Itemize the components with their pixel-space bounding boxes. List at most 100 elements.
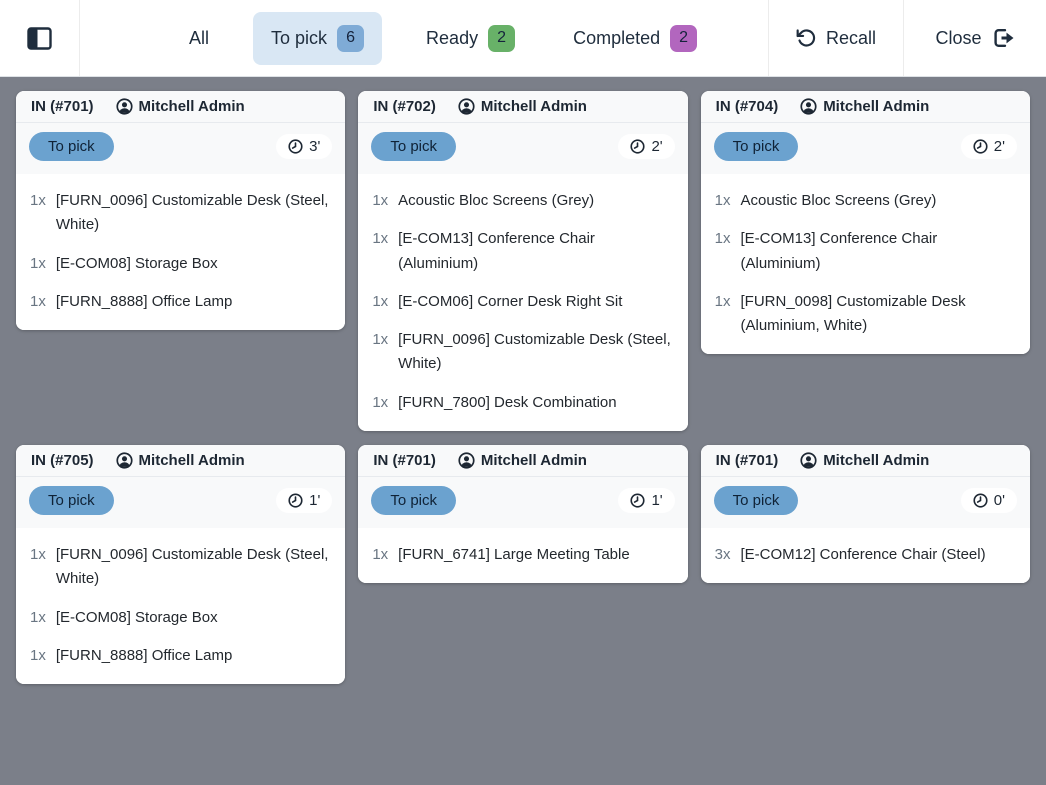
time-badge: 0' bbox=[960, 488, 1017, 514]
picking-user: Mitchell Admin bbox=[115, 98, 245, 115]
picking-status-row: To pick 2' bbox=[700, 123, 1030, 174]
tab-ready-count-badge: 2 bbox=[488, 24, 516, 52]
clock-icon bbox=[630, 493, 645, 508]
line-quantity: 1x bbox=[714, 292, 731, 310]
line-product-name: [FURN_8888] Office Lamp bbox=[55, 292, 233, 310]
picking-user: Mitchell Admin bbox=[458, 452, 587, 469]
picking-lines: 1x Acoustic Bloc Screens (Grey) 1x [E-COM13… bbox=[700, 174, 1030, 355]
line-product-name: [FURN_0096] Customizable Desk (Steel, Wh… bbox=[398, 331, 671, 373]
picking-status-row: To pick 1' bbox=[16, 477, 346, 529]
line-quantity: 1x bbox=[372, 331, 389, 349]
close-label: Close bbox=[935, 27, 982, 48]
picking-lines: 1x Acoustic Bloc Screens (Grey) 1x [E-COM13… bbox=[358, 174, 688, 432]
line-product-name: [E-COM13] Conference Chair (Aluminium) bbox=[740, 230, 938, 272]
sign-out-icon bbox=[992, 28, 1015, 48]
picking-card[interactable]: IN (#701) Mitchell Admin To pick bbox=[700, 445, 1030, 584]
close-button[interactable]: Close bbox=[903, 0, 1046, 76]
picking-card[interactable]: IN (#704) Mitchell Admin To pick bbox=[700, 91, 1030, 355]
time-value: 3' bbox=[309, 138, 321, 155]
line-product-name: Acoustic Bloc Screens (Grey) bbox=[740, 192, 937, 209]
line-quantity: 1x bbox=[30, 254, 46, 272]
picking-line: 1x [FURN_7800] Desk Combination bbox=[372, 391, 673, 415]
user-circle-icon bbox=[115, 98, 133, 115]
line-quantity: 1x bbox=[714, 192, 731, 209]
line-product-name: [FURN_0096] Customizable Desk (Steel, Wh… bbox=[55, 192, 329, 234]
clock-icon bbox=[288, 139, 303, 154]
tab-to-pick[interactable]: To pick 6 bbox=[253, 11, 383, 65]
picking-line: 3x [E-COM12] Conference Chair (Steel) bbox=[715, 543, 1016, 567]
picking-card[interactable]: IN (#701) Mitchell Admin To pick bbox=[358, 445, 688, 584]
line-product-name: [E-COM08] Storage Box bbox=[55, 254, 218, 272]
user-circle-icon bbox=[115, 452, 133, 469]
time-badge: 2' bbox=[618, 134, 675, 159]
picking-user-name: Mitchell Admin bbox=[138, 98, 245, 115]
picking-reference: IN (#701) bbox=[715, 452, 779, 470]
picking-user: Mitchell Admin bbox=[800, 452, 929, 469]
line-quantity: 1x bbox=[372, 230, 389, 248]
line-product-name: Acoustic Bloc Screens (Grey) bbox=[398, 192, 595, 209]
status-badge: To pick bbox=[713, 486, 799, 516]
time-badge: 2' bbox=[960, 134, 1017, 159]
tab-completed[interactable]: Completed 2 bbox=[559, 13, 711, 64]
picking-line: 1x [FURN_0098] Customizable Desk (Alumini… bbox=[715, 290, 1016, 339]
picking-user: Mitchell Admin bbox=[115, 452, 245, 469]
clock-icon bbox=[630, 139, 645, 154]
clock-icon bbox=[288, 493, 303, 508]
line-quantity: 3x bbox=[714, 546, 731, 564]
time-value: 2' bbox=[993, 138, 1005, 155]
user-circle-icon bbox=[458, 452, 475, 469]
picking-line: 1x Acoustic Bloc Screens (Grey) bbox=[372, 189, 673, 213]
filter-tabs: All To pick 6 Ready 2 Completed 2 bbox=[80, 0, 768, 76]
picking-card-header: IN (#701) Mitchell Admin bbox=[358, 445, 688, 478]
picking-line: 1x Acoustic Bloc Screens (Grey) bbox=[715, 189, 1016, 213]
time-value: 0' bbox=[993, 492, 1005, 510]
tab-all[interactable]: All bbox=[175, 16, 223, 61]
picking-reference: IN (#702) bbox=[373, 98, 436, 115]
picking-card-header: IN (#701) Mitchell Admin bbox=[700, 445, 1030, 478]
line-quantity: 1x bbox=[372, 292, 389, 310]
time-value: 1' bbox=[309, 492, 321, 510]
line-quantity: 1x bbox=[30, 292, 46, 310]
picking-line: 1x [E-COM13] Conference Chair (Aluminium) bbox=[715, 227, 1016, 276]
line-product-name: [FURN_0096] Customizable Desk (Steel, Wh… bbox=[55, 546, 329, 588]
sidebar-toggle-button[interactable] bbox=[0, 0, 80, 76]
picking-status-row: To pick 0' bbox=[700, 477, 1030, 529]
picking-reference: IN (#701) bbox=[31, 98, 94, 115]
status-badge: To pick bbox=[371, 486, 457, 516]
picking-line: 1x [FURN_8888] Office Lamp bbox=[30, 644, 331, 668]
line-quantity: 1x bbox=[30, 546, 46, 564]
topbar: All To pick 6 Ready 2 Completed 2 Recall… bbox=[0, 0, 1046, 77]
tab-completed-label: Completed bbox=[573, 27, 661, 48]
time-badge: 3' bbox=[276, 134, 333, 159]
recall-button[interactable]: Recall bbox=[768, 0, 903, 76]
picking-status-row: To pick 3' bbox=[16, 123, 346, 174]
status-badge: To pick bbox=[29, 486, 114, 516]
picking-user-name: Mitchell Admin bbox=[823, 452, 930, 470]
line-product-name: [FURN_6741] Large Meeting Table bbox=[398, 546, 630, 564]
line-quantity: 1x bbox=[372, 393, 389, 411]
status-badge: To pick bbox=[29, 132, 114, 161]
clock-icon bbox=[973, 493, 988, 508]
picking-line: 1x [E-COM08] Storage Box bbox=[30, 252, 331, 276]
picking-card[interactable]: IN (#702) Mitchell Admin To pick bbox=[358, 91, 688, 432]
picking-card[interactable]: IN (#701) Mitchell Admin To pick bbox=[16, 91, 346, 331]
tab-to-pick-count-badge: 6 bbox=[337, 24, 365, 52]
line-product-name: [E-COM08] Storage Box bbox=[55, 608, 218, 626]
user-circle-icon bbox=[458, 98, 475, 115]
picking-card-header: IN (#705) Mitchell Admin bbox=[16, 445, 346, 478]
status-badge: To pick bbox=[713, 132, 799, 161]
tab-all-label: All bbox=[189, 27, 210, 48]
tab-ready[interactable]: Ready 2 bbox=[412, 13, 529, 64]
line-product-name: [FURN_0098] Customizable Desk (Aluminium… bbox=[740, 292, 966, 335]
picking-card-header: IN (#701) Mitchell Admin bbox=[16, 91, 346, 123]
picking-lines: 1x [FURN_0096] Customizable Desk (Steel, … bbox=[16, 528, 346, 685]
recall-label: Recall bbox=[825, 27, 877, 48]
rotate-ccw-icon bbox=[796, 28, 816, 48]
picking-card[interactable]: IN (#705) Mitchell Admin To pick bbox=[16, 445, 346, 685]
picking-user: Mitchell Admin bbox=[800, 98, 929, 115]
picking-line: 1x [E-COM06] Corner Desk Right Sit bbox=[372, 290, 673, 314]
picking-lines: 1x [FURN_0096] Customizable Desk (Steel, … bbox=[16, 174, 346, 331]
picking-line: 1x [FURN_0096] Customizable Desk (Steel, … bbox=[372, 328, 673, 377]
line-quantity: 1x bbox=[30, 646, 46, 664]
tab-completed-count-badge: 2 bbox=[670, 24, 698, 52]
